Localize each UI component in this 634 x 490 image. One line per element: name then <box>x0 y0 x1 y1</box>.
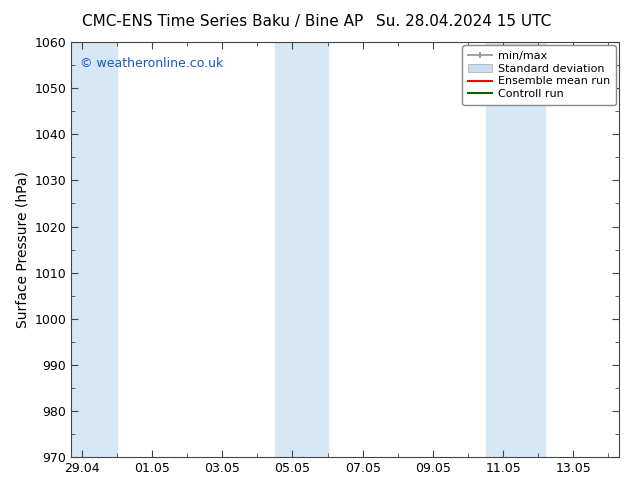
Legend: min/max, Standard deviation, Ensemble mean run, Controll run: min/max, Standard deviation, Ensemble me… <box>462 46 616 105</box>
Text: Su. 28.04.2024 15 UTC: Su. 28.04.2024 15 UTC <box>377 14 552 29</box>
Text: © weatheronline.co.uk: © weatheronline.co.uk <box>79 56 223 70</box>
Bar <box>275 42 328 457</box>
Text: CMC-ENS Time Series Baku / Bine AP: CMC-ENS Time Series Baku / Bine AP <box>82 14 364 29</box>
Bar <box>71 42 117 457</box>
Bar <box>486 42 545 457</box>
Y-axis label: Surface Pressure (hPa): Surface Pressure (hPa) <box>15 171 29 328</box>
